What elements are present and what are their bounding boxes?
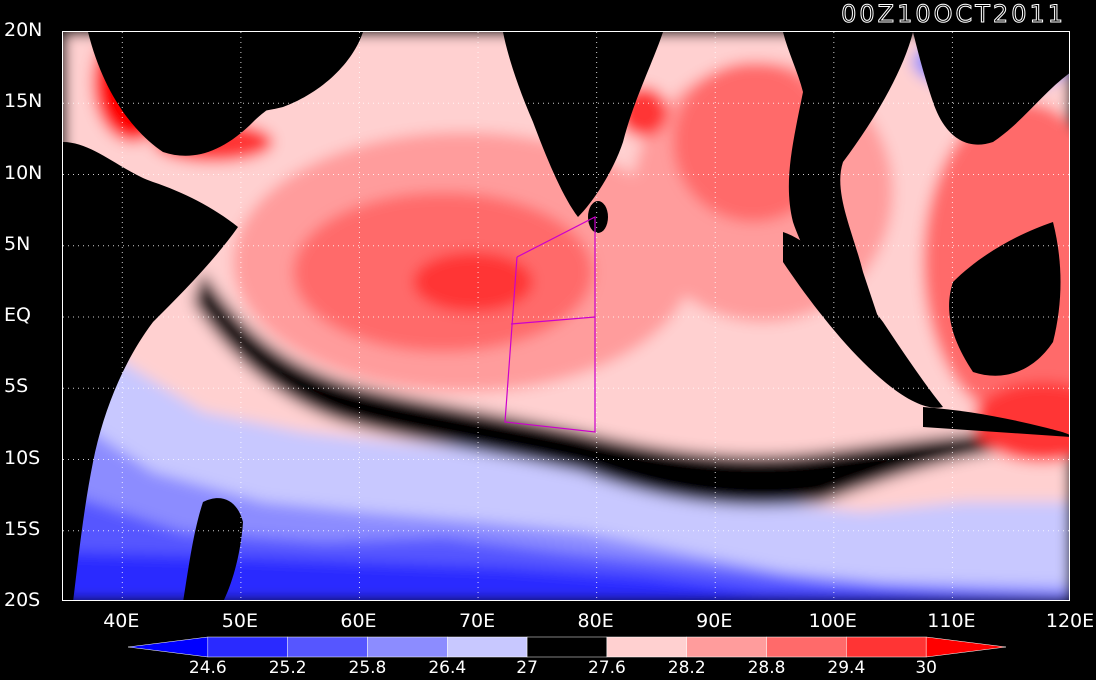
map-timestamp: 00Z10OCT2011 [841,0,1066,29]
colorbar-tick-label: 27 [516,658,538,678]
colorbar-tick-label: 25.8 [348,658,387,678]
colorbar-tick-label: 28.8 [747,658,786,678]
colorbar-segment [686,636,767,658]
arabia-landmass [158,32,363,112]
lon-tick-label: 50E [221,610,258,632]
lon-tick-label: 40E [103,610,140,632]
lat-tick-label: 10N [4,161,43,184]
colorbar-segment [207,636,288,658]
lon-tick-label: 110E [927,610,976,632]
colorbar-tick-label: 28.2 [667,658,706,678]
lat-tick-label: 20N [4,19,43,41]
java-landmass [923,407,1069,437]
colorbar-segment [606,636,687,658]
colorbar-segment [925,636,1007,658]
sumatra-landmass [783,232,943,408]
colorbar-tick-label: 29.4 [827,658,866,678]
lat-tick-label: 15N [4,90,43,113]
lon-tick-label: 70E [458,610,496,632]
lon-tick-label: 60E [340,610,377,632]
sst-field [63,32,1069,600]
colorbar-segment [526,636,608,658]
indochina-landmass [913,32,1069,145]
colorbar-tick-label: 26.4 [428,658,467,678]
colorbar-segment [287,636,368,658]
colorbar-tick-label: 30 [915,658,937,678]
borneo-landmass [949,222,1061,376]
lat-tick-label: EQ [4,304,31,326]
lon-tick-label: 120E [1045,610,1095,632]
sst-map [62,31,1070,601]
lon-tick-label: 90E [696,610,733,632]
horn-of-africa-landmass [63,142,238,600]
lat-tick-label: 10S [4,446,41,469]
study-region-divider [510,316,596,325]
sri-lanka-landmass [588,201,608,233]
lat-tick-label: 5S [4,375,29,398]
colorbar-segment [367,636,448,658]
colorbar-segment [846,636,927,658]
study-region-outline [504,216,596,433]
colorbar-tick-label: 27.6 [587,658,626,678]
southeast-asia-landmass [783,32,913,365]
colorbar-tick-label: 25.2 [268,658,307,678]
colorbar-segment [127,636,209,658]
madagascar-landmass [183,498,243,600]
lon-tick-label: 100E [808,610,857,632]
colorbar-tick-label: 24.6 [188,658,227,678]
study-region-overlay [504,216,596,433]
lat-tick-label: 20S [4,589,41,611]
lon-tick-label: 80E [577,610,614,632]
colorbar-segment [766,636,847,658]
lat-tick-label: 5N [4,232,31,255]
sst-map-canvas [63,32,1069,600]
lat-tick-label: 15S [4,517,41,540]
land-masses [63,32,1069,600]
india-landmass [503,32,663,217]
colorbar-segment [447,636,528,658]
map-gridlines [63,32,1069,600]
